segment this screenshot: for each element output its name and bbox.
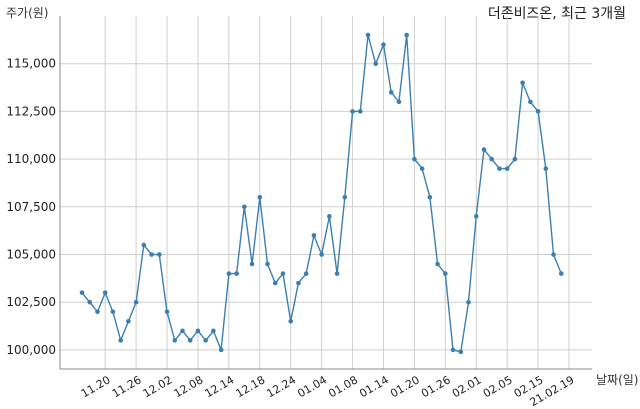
data-point [311, 233, 317, 238]
data-point [388, 90, 394, 95]
data-point [458, 349, 464, 355]
y-tick-label: 102,500 [6, 295, 56, 309]
data-point [211, 328, 216, 334]
x-tick-label: 02.01 [450, 373, 484, 400]
data-point [520, 80, 525, 86]
y-tick-label: 100,000 [6, 343, 56, 357]
data-point [481, 147, 487, 152]
data-point [504, 166, 510, 171]
x-tick-label: 01.04 [295, 373, 329, 400]
data-point [357, 109, 363, 114]
x-tick-label: 11.26 [110, 373, 144, 400]
data-point [419, 166, 425, 171]
data-point [473, 214, 479, 219]
data-point [373, 61, 379, 67]
data-point [187, 338, 193, 343]
data-point [95, 309, 100, 315]
data-point [334, 271, 340, 276]
data-point [497, 166, 502, 171]
data-point [133, 299, 139, 305]
data-point [443, 271, 448, 276]
x-tick-label: 12.14 [203, 373, 237, 400]
x-axis-label: 날짜(일) [596, 373, 639, 387]
data-point [551, 252, 556, 257]
data-point [350, 109, 355, 114]
y-tick-label: 112,500 [6, 104, 56, 118]
data-point [466, 299, 471, 305]
chart-title: 더존비즈온, 최근 3개월 [487, 6, 626, 22]
data-point [342, 194, 348, 200]
x-tick-label: 01.14 [357, 373, 391, 400]
data-point [141, 242, 147, 248]
data-point [280, 271, 286, 276]
data-point [558, 271, 564, 276]
x-tick-label: 02.05 [481, 373, 515, 400]
x-tick-label: 12.08 [172, 373, 206, 400]
data-point [195, 328, 201, 334]
x-tick-label: 12.18 [234, 373, 268, 400]
data-point [257, 194, 263, 200]
data-point [87, 299, 93, 305]
data-point [249, 261, 255, 267]
data-point [149, 252, 154, 257]
data-point [226, 271, 232, 276]
x-gridlines [104, 16, 570, 369]
data-point [435, 261, 440, 267]
y-tick-label: 110,000 [6, 152, 56, 166]
y-tick-label: 107,500 [6, 200, 56, 214]
data-point [234, 271, 239, 276]
data-point [110, 309, 116, 315]
data-point [365, 32, 371, 38]
data-point [303, 271, 309, 276]
data-point [543, 166, 549, 171]
data-point [412, 156, 417, 162]
data-point [172, 338, 178, 343]
data-point [427, 194, 433, 200]
data-point [126, 318, 131, 324]
data-point [272, 280, 278, 286]
x-tick-label: 12.02 [141, 373, 175, 400]
x-tick-label: 01.26 [419, 373, 453, 400]
data-point [203, 338, 208, 343]
data-point [265, 261, 270, 267]
data-point [381, 42, 386, 47]
data-point [180, 328, 185, 334]
data-point [288, 318, 294, 324]
data-point [327, 214, 332, 219]
x-tick-label: 12.24 [264, 373, 298, 400]
data-point [404, 32, 409, 38]
data-point [489, 156, 494, 162]
data-point [296, 280, 301, 286]
y-tick-labels: 100,000 102,500 105,000 107,500 110,000 112,5… [6, 57, 56, 357]
price-points [79, 32, 564, 355]
y-tick-label: 115,000 [6, 57, 56, 71]
x-tick-labels: 11.2011.2612.0212.0812.1412.1812.2401.04… [79, 373, 577, 409]
data-point [218, 347, 224, 353]
data-point [535, 109, 541, 114]
data-point [164, 309, 170, 315]
data-point [450, 347, 456, 353]
data-point [396, 99, 402, 105]
y-gridlines [60, 63, 592, 351]
data-point [118, 338, 123, 343]
x-tick-label: 01.20 [388, 373, 422, 400]
data-point [319, 252, 324, 257]
data-point [79, 290, 85, 295]
y-axis-label: 주가(원) [6, 6, 49, 20]
x-tick-label: 11.20 [79, 373, 113, 400]
data-point [242, 204, 247, 210]
data-point [528, 99, 533, 105]
data-point [102, 290, 108, 295]
data-point [157, 252, 162, 257]
x-tick-label: 01.08 [326, 373, 360, 400]
data-point [512, 156, 518, 162]
y-tick-label: 105,000 [6, 248, 56, 262]
